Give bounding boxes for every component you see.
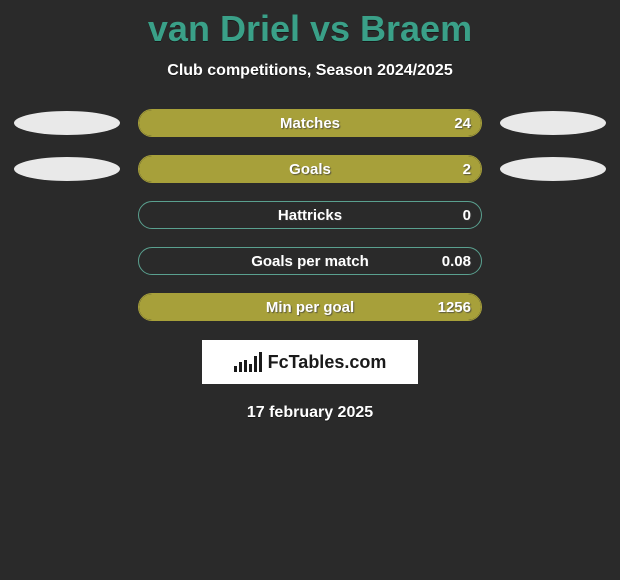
left-marker-ellipse <box>14 111 120 135</box>
stat-row: Goals2 <box>0 156 620 182</box>
stat-label: Min per goal <box>139 294 481 320</box>
left-marker-ellipse <box>14 157 120 181</box>
stat-value: 2 <box>463 156 471 182</box>
logo-bar-segment <box>234 366 237 372</box>
stat-label: Matches <box>139 110 481 136</box>
stat-label: Goals per match <box>139 248 481 274</box>
stat-bar: Hattricks0 <box>138 201 482 229</box>
stats-container: Matches24 Goals2 Hattricks0 Goals per match… <box>0 110 620 320</box>
stat-value: 1256 <box>438 294 471 320</box>
stat-bar: Goals per match0.08 <box>138 247 482 275</box>
logo-bar-segment <box>259 352 262 372</box>
subtitle: Club competitions, Season 2024/2025 <box>0 62 620 80</box>
stat-row: Goals per match0.08 <box>0 248 620 274</box>
stat-value: 0.08 <box>442 248 471 274</box>
stat-value: 0 <box>463 202 471 228</box>
stat-row: Hattricks0 <box>0 202 620 228</box>
stat-bar: Matches24 <box>138 109 482 137</box>
page-title: van Driel vs Braem <box>0 0 620 50</box>
stat-value: 24 <box>454 110 471 136</box>
right-marker-ellipse <box>500 111 606 135</box>
date-label: 17 february 2025 <box>0 404 620 422</box>
logo-box: FcTables.com <box>202 340 418 384</box>
logo-bar-segment <box>249 364 252 372</box>
logo-bars-icon <box>234 352 262 372</box>
stat-row: Min per goal1256 <box>0 294 620 320</box>
logo-bar-segment <box>244 360 247 372</box>
stat-row: Matches24 <box>0 110 620 136</box>
logo-bar-segment <box>254 356 257 372</box>
right-marker-ellipse <box>500 157 606 181</box>
logo-text: FcTables.com <box>268 352 387 373</box>
stat-bar: Min per goal1256 <box>138 293 482 321</box>
stat-label: Goals <box>139 156 481 182</box>
stat-label: Hattricks <box>139 202 481 228</box>
stat-bar: Goals2 <box>138 155 482 183</box>
logo-bar-segment <box>239 362 242 372</box>
